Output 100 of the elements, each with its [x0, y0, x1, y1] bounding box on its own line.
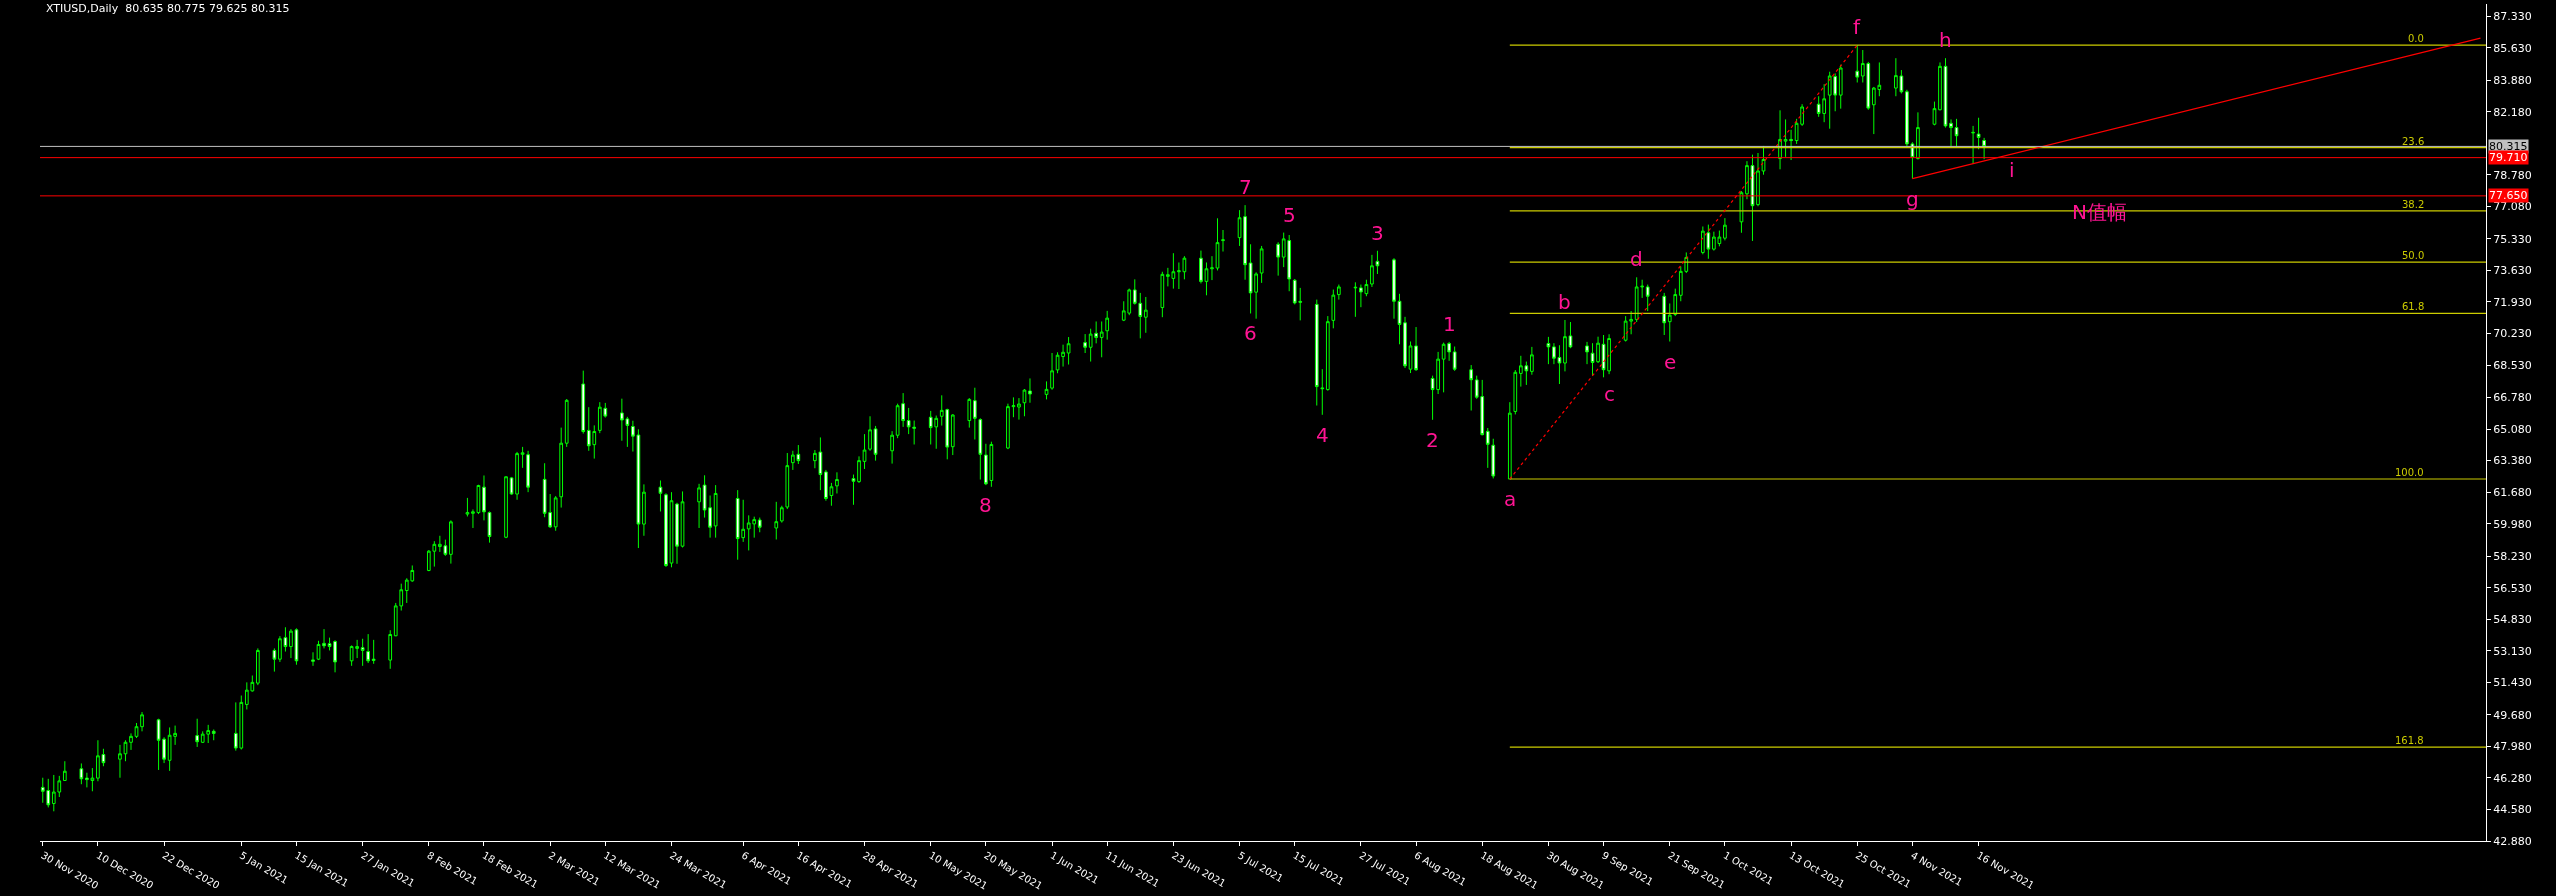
candlestick [1392, 257, 1396, 320]
y-tick-label: 77.080 [2493, 200, 2532, 214]
series-label: 23.6 [2402, 136, 2425, 147]
candlestick [1028, 377, 1032, 404]
candlestick [1331, 289, 1336, 329]
candlestick [311, 651, 315, 667]
candlestick [366, 633, 371, 664]
annotation: c [1604, 382, 1615, 406]
candlestick [890, 430, 894, 465]
candlestick [1099, 320, 1104, 358]
candlestick [1667, 302, 1672, 343]
candlestick [62, 760, 67, 782]
annotation: i [2009, 158, 2015, 182]
candlestick [465, 497, 470, 517]
candlestick [1645, 284, 1650, 312]
y-tick-label: 61.680 [2493, 486, 2532, 500]
annotation: 7 [1239, 175, 1252, 199]
y-tick-label: 46.280 [2493, 771, 2532, 785]
candlestick [1325, 315, 1330, 392]
annotation: 6 [1244, 321, 1257, 345]
candlestick [1932, 101, 1937, 126]
annotation: a [1504, 487, 1517, 511]
candlestick [1314, 299, 1319, 407]
candlestick [195, 718, 200, 748]
candlestick [1210, 255, 1214, 281]
candlestick [1050, 352, 1054, 391]
candlestick [1938, 61, 1942, 111]
candlestick [581, 370, 586, 435]
y-tick-label: 65.080 [2493, 422, 2532, 436]
series-label: 161.8 [2395, 735, 2424, 746]
candlestick [1530, 346, 1534, 376]
y-tick-label: 47.980 [2493, 740, 2532, 754]
annotation: 1 [1443, 312, 1456, 336]
y-tick-label: 53.130 [2493, 644, 2532, 658]
candlestick [1452, 346, 1457, 372]
candlestick [972, 387, 977, 440]
candlestick [978, 417, 983, 481]
candlestick [675, 502, 679, 565]
series-label: 0.0 [2408, 33, 2424, 44]
annotation: 2 [1426, 428, 1439, 452]
candlestick [1143, 296, 1148, 334]
candlestick [1485, 427, 1490, 469]
candlestick [774, 501, 779, 540]
candlestick [1066, 336, 1071, 366]
y-tick-label: 70.230 [2493, 327, 2532, 341]
candlestick [1761, 145, 1766, 176]
candlestick [1546, 336, 1551, 365]
candlestick [1469, 364, 1474, 412]
candlestick [1353, 281, 1358, 318]
y-tick-label: 49.680 [2493, 708, 2532, 722]
candlestick [873, 425, 878, 462]
candlestick [79, 762, 84, 785]
candlestick [1160, 271, 1165, 318]
x-tick-label: 22 Dec 2020 [160, 849, 222, 892]
candlestick [1855, 44, 1860, 83]
candlestick [1276, 241, 1281, 277]
y-tick-label: 83.880 [2493, 74, 2532, 88]
candlestick [388, 629, 393, 670]
y-tick-label: 42.880 [2493, 834, 2532, 848]
candlestick [1507, 401, 1512, 480]
y-tick-label: 85.630 [2493, 41, 2532, 55]
y-tick-label: 73.630 [2493, 264, 2532, 278]
candlestick [1320, 368, 1325, 416]
candlestick [449, 519, 453, 565]
candlestick [680, 490, 685, 548]
series-label: 61.8 [2402, 301, 2425, 312]
ref-line-label: 79.710 [2489, 151, 2528, 164]
candlestick [1723, 217, 1727, 241]
candlestick [1971, 125, 1975, 165]
candlestick [1976, 117, 1981, 150]
candlestick [1336, 284, 1341, 301]
y-tick-label: 78.780 [2493, 168, 2532, 182]
y-tick-label: 63.380 [2493, 454, 2532, 468]
candlestick [1838, 64, 1843, 110]
candlestick [713, 484, 718, 539]
candlestick [757, 517, 762, 533]
candlestick [1662, 292, 1667, 336]
y-tick-label: 75.330 [2493, 232, 2532, 246]
candlestick [1221, 229, 1225, 253]
candlestick [642, 483, 646, 537]
candlestick [1673, 288, 1678, 317]
candlestick [1982, 137, 1986, 160]
annotation: f [1853, 15, 1861, 39]
annotation: 4 [1316, 423, 1329, 447]
y-tick-label: 71.930 [2493, 295, 2532, 309]
y-tick-label: 44.580 [2493, 803, 2532, 817]
candlestick [487, 510, 492, 544]
annotation: 5 [1283, 203, 1296, 227]
candlestick [950, 413, 955, 456]
y-tick-label: 59.980 [2493, 517, 2532, 531]
candlestick [553, 495, 558, 532]
series-label: 38.2 [2402, 199, 2425, 210]
candlestick [504, 475, 508, 539]
series-label: 100.0 [2395, 467, 2424, 478]
candlestick [1916, 111, 1920, 160]
candlestick [1017, 397, 1021, 421]
candlestick [1215, 217, 1220, 271]
candlestick [272, 647, 277, 673]
y-tick-label: 68.530 [2493, 358, 2532, 372]
candlestick [129, 732, 133, 751]
